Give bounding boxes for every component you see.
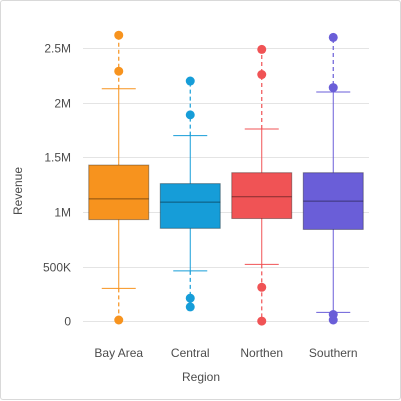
outlier-point[interactable] xyxy=(257,282,267,292)
box-iqr[interactable] xyxy=(159,183,221,229)
x-tick-label: Northen xyxy=(240,346,283,360)
outlier-point[interactable] xyxy=(328,315,338,325)
outlier-point[interactable] xyxy=(257,44,267,54)
outlier-point[interactable] xyxy=(257,70,267,80)
y-tick-label: 2.5M xyxy=(44,42,71,56)
y-tick-label: 1M xyxy=(54,206,71,220)
box-iqr[interactable] xyxy=(302,172,364,230)
x-tick-label: Bay Area xyxy=(94,346,143,360)
box-southern[interactable] xyxy=(302,32,364,325)
outlier-point[interactable] xyxy=(185,293,195,303)
box-bay-area[interactable] xyxy=(88,30,150,325)
outlier-point[interactable] xyxy=(114,66,124,76)
y-axis-title: Revenue xyxy=(11,167,25,215)
outlier-point[interactable] xyxy=(328,83,338,93)
outlier-point[interactable] xyxy=(185,110,195,120)
box-series xyxy=(88,30,364,326)
y-tick-label: 2M xyxy=(54,97,71,111)
outlier-point[interactable] xyxy=(328,32,338,42)
outlier-point[interactable] xyxy=(257,316,267,326)
outlier-point[interactable] xyxy=(185,76,195,86)
x-axis-ticks: Bay Area Central Northen Southern xyxy=(94,346,357,360)
box-northen[interactable] xyxy=(231,44,293,326)
outlier-point[interactable] xyxy=(185,302,195,312)
y-tick-label: 1.5M xyxy=(44,151,71,165)
x-tick-label: Southern xyxy=(309,346,358,360)
box-iqr[interactable] xyxy=(231,172,293,220)
outlier-point[interactable] xyxy=(114,30,124,40)
x-axis-title: Region xyxy=(182,370,220,384)
y-tick-label: 0 xyxy=(64,315,71,329)
box-central[interactable] xyxy=(159,76,221,312)
x-tick-label: Central xyxy=(171,346,210,360)
y-tick-label: 500K xyxy=(43,261,71,275)
box-iqr[interactable] xyxy=(88,164,150,221)
outlier-point[interactable] xyxy=(114,315,124,325)
y-axis-ticks: 0 500K 1M 1.5M 2M 2.5M xyxy=(43,42,71,329)
